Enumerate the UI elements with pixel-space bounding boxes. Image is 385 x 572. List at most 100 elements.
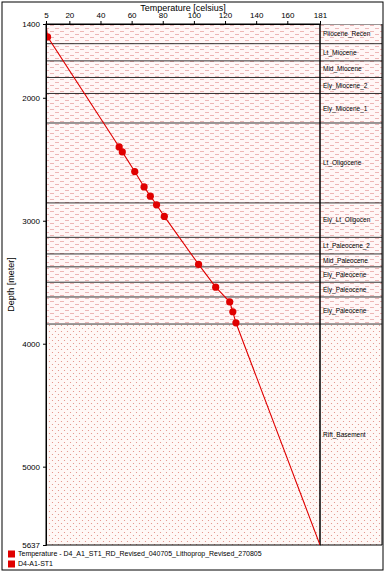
layer-label: Ely_Miocene_1 (323, 105, 368, 113)
layer-band (46, 44, 382, 61)
legend-label: D4-A1-ST1 (18, 560, 53, 567)
tick: 4000 (22, 340, 46, 349)
tick-mark (256, 21, 257, 24)
layer-boundary (46, 266, 382, 267)
data-point (161, 213, 168, 220)
x-axis-title: Temperature [celsius] (140, 3, 226, 13)
layer-label: Ely_Paleocene (323, 271, 367, 279)
layer-boundary (46, 43, 382, 44)
y-axis: 1400 2000 3000 4000 5000 5637 (22, 20, 46, 550)
tick-mark (100, 21, 101, 24)
layer-band (46, 254, 382, 267)
data-point (153, 201, 160, 208)
tick: 181 (314, 11, 328, 24)
data-point (229, 308, 236, 315)
tick-label: 1400 (22, 20, 40, 29)
tick-mark (43, 545, 46, 546)
outer-frame (2, 2, 383, 570)
layer-band (46, 324, 382, 545)
tick-label: 2000 (22, 94, 40, 103)
tick-mark (69, 21, 70, 24)
layer-boundary (46, 296, 382, 297)
layer-band (46, 77, 382, 93)
layer-band (46, 203, 382, 237)
layer-band (46, 267, 382, 282)
legend-swatch (8, 561, 15, 568)
tick-mark (320, 21, 321, 24)
x-axis: 520406080100120140160181 (44, 11, 327, 25)
layer-labels: Pliocene_Recen Lt_Miocene Mid_Miocene Ely_M… (323, 30, 371, 439)
data-point (195, 261, 202, 268)
data (46, 24, 320, 545)
layer-boundary (46, 77, 382, 78)
layer-label: Lt_Miocene (323, 49, 357, 57)
column-edge (320, 545, 382, 546)
layer-label: Ely_Paleocene (323, 286, 367, 294)
tick-label: 160 (281, 11, 295, 20)
data-point (140, 183, 147, 190)
layer-label: Lt_Oligocene (323, 159, 362, 167)
layer-label: Ely_Paleocene (323, 307, 367, 315)
layer-boundary (46, 282, 382, 283)
y-axis-title: Depth [meter] (6, 257, 16, 312)
layer-band (46, 123, 382, 203)
tick-label: 5000 (22, 463, 40, 472)
tick: 5000 (22, 463, 46, 472)
tick-mark (225, 21, 226, 24)
legend-swatch (8, 551, 15, 558)
layer-boundary (46, 122, 382, 123)
tick: 3000 (22, 217, 46, 226)
data-point (147, 193, 154, 200)
tick: 40 (97, 11, 106, 24)
legend: Temperature - D4_A1_ST1_RD_Revised_04070… (8, 550, 262, 567)
tick-label: 3000 (22, 217, 40, 226)
tick-label: 140 (250, 11, 264, 20)
layer-label: Mid_Miocene (323, 65, 362, 73)
layers (46, 24, 382, 545)
layer-label: Ely_Lt_Oligocen (323, 216, 371, 224)
data-point (212, 284, 219, 291)
layer-band (46, 93, 382, 123)
layer-boundary (46, 93, 382, 94)
chart: Pliocene_Recen Lt_Miocene Mid_Miocene Ely_M… (0, 0, 385, 572)
tick-label: 5 (44, 11, 49, 20)
layer-boundary (46, 237, 382, 238)
tick-label: 5637 (22, 541, 40, 550)
layer-band (46, 24, 382, 44)
layer-band (46, 237, 382, 254)
data-point (232, 319, 239, 326)
tick-mark (163, 21, 164, 24)
tick-mark (43, 98, 46, 99)
tick-mark (43, 24, 46, 25)
tick: 5637 (22, 541, 46, 550)
tick: 20 (65, 11, 74, 24)
series-line (46, 24, 320, 545)
data-point (131, 168, 138, 175)
layer-boundary (46, 324, 382, 325)
tick-label: 20 (65, 11, 74, 20)
axis-line (47, 21, 321, 25)
tick-mark (194, 21, 195, 24)
tick-mark (287, 21, 288, 24)
tick-mark (43, 221, 46, 222)
layer-boundary (46, 60, 382, 61)
axis-line (43, 25, 47, 546)
layer-boundary (46, 253, 382, 254)
column-edge (382, 24, 383, 545)
layer-label: Rift_Basement (323, 431, 366, 439)
layer-band (46, 61, 382, 78)
layer-label: Pliocene_Recen (323, 30, 371, 38)
tick: 140 (250, 11, 264, 24)
layer-label: Ely_Miocene_2 (323, 82, 368, 90)
tick: 1400 (22, 20, 46, 29)
tick-mark (43, 467, 46, 468)
data-point (226, 298, 233, 305)
tick: 2000 (22, 94, 46, 103)
tick-label: 181 (314, 11, 328, 20)
tick-mark (46, 21, 47, 24)
tick-label: 4000 (22, 340, 40, 349)
plot-frame (46, 24, 320, 545)
tick-label: 60 (128, 11, 137, 20)
tick-mark (132, 21, 133, 24)
tick: 5 (44, 11, 49, 24)
